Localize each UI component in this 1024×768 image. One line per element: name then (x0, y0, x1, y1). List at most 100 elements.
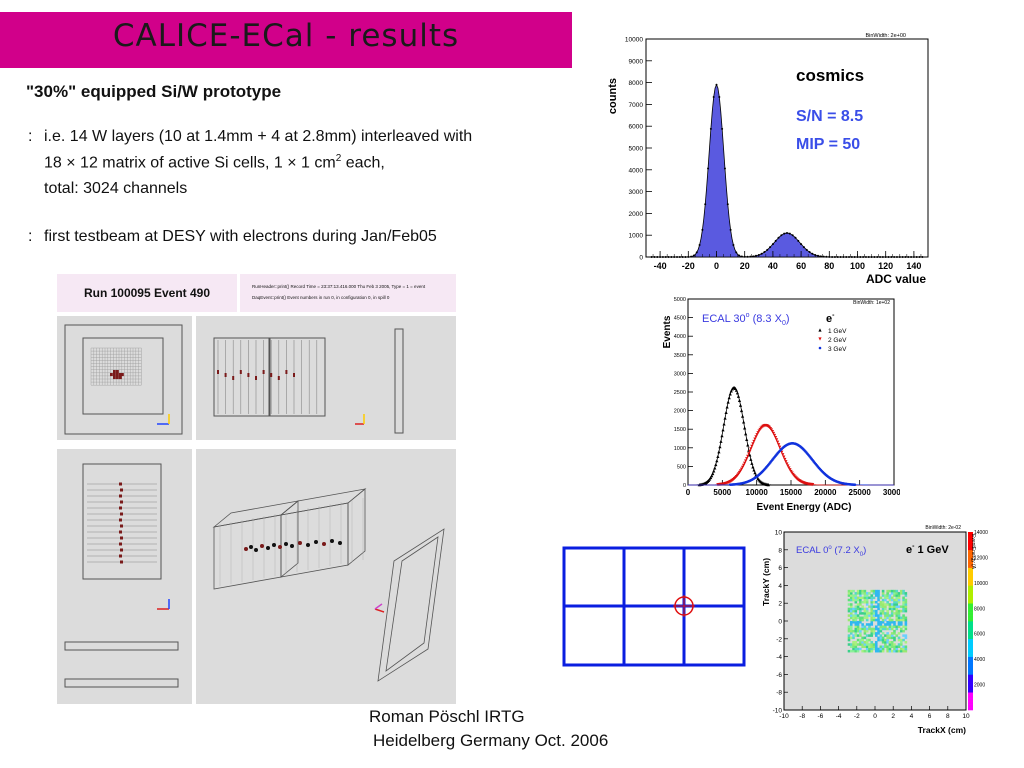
data-point (848, 255, 851, 258)
heatmap-cell (890, 625, 894, 628)
color-scale-tick: 4000 (974, 657, 985, 663)
heatmap-cell (854, 614, 858, 617)
heatmap-cell (856, 623, 860, 626)
heatmap-cell (859, 632, 862, 635)
heatmap-cell (849, 598, 853, 602)
heatmap-cell (849, 636, 853, 640)
data-point (800, 243, 803, 246)
heatmap-cell (849, 616, 853, 620)
histogram-area (646, 83, 928, 258)
heatmap-cell (881, 625, 885, 628)
hit-cell (293, 373, 295, 377)
heatmap-cell (849, 627, 853, 631)
legend-marker (818, 328, 822, 332)
heatmap-cell (900, 638, 903, 642)
heatmap-cell (890, 621, 894, 624)
heatmap-cell (895, 603, 899, 606)
heatmap-cell (877, 603, 880, 606)
3d-tail-catcher-inner (385, 536, 439, 672)
heatmap-cell (888, 636, 892, 640)
data-point (893, 256, 896, 258)
heatmap-cell (884, 616, 887, 620)
x-tick-label: 10000 (746, 488, 769, 497)
data-point (692, 254, 695, 257)
heatmap-cell (870, 609, 874, 613)
heatmap-cell (881, 627, 885, 631)
color-scale-band (968, 543, 973, 548)
data-point (788, 232, 791, 235)
heatmap-cell (865, 592, 869, 595)
data-point (780, 234, 783, 237)
heatmap-cell (870, 632, 874, 635)
heatmap-cell (886, 627, 889, 631)
data-point (732, 243, 735, 246)
heatmap-cell (904, 607, 908, 611)
heatmap-cell (884, 605, 887, 608)
x-tick-label: 0 (686, 488, 691, 497)
heatmap-cell (852, 641, 855, 644)
heatmap-cell (865, 618, 869, 622)
heatmap-cell (872, 614, 876, 617)
heatmap-cell (870, 629, 874, 633)
data-point (670, 256, 673, 258)
heatmap-cell (879, 625, 883, 628)
data-point (766, 248, 769, 251)
heatmap-cell (877, 632, 880, 635)
heatmap-cell (881, 618, 885, 622)
heatmap-cell (902, 609, 905, 613)
heatmap-cell (895, 625, 899, 628)
heatmap-cell (884, 638, 887, 642)
heatmap-cell (904, 645, 908, 648)
heatmap-cell (884, 643, 887, 646)
x-axis-label: ADC value (866, 272, 926, 286)
y-axis-label: TrackY (cm) (761, 558, 771, 606)
heatmap-cell (879, 638, 883, 642)
color-scale-band (968, 677, 973, 681)
heatmap-cell (868, 638, 871, 642)
heatmap-cell (877, 589, 880, 593)
heatmap-cell (888, 647, 892, 651)
heatmap-cell (900, 629, 903, 633)
heatmap-cell (854, 600, 858, 604)
heatmap-cell (881, 645, 885, 648)
data-point (769, 246, 772, 249)
heatmap-cell (904, 634, 908, 637)
heatmap-cell (875, 627, 878, 631)
heatmap-cell (875, 647, 878, 651)
heatmap-cell (870, 614, 874, 617)
heatmap-cell (872, 596, 876, 600)
data-point (783, 232, 786, 235)
color-scale-band (968, 615, 973, 619)
bullet-1-line-1: i.e. 14 W layers (10 at 1.4mm + 4 at 2.8… (44, 128, 473, 145)
heatmap-cell (897, 649, 901, 653)
heatmap-cell (859, 592, 862, 595)
heatmap-cell (904, 600, 908, 604)
heatmap-cell (856, 638, 860, 642)
heatmap-cell (897, 605, 901, 608)
hit-point (330, 539, 334, 543)
heatmap-cell (877, 621, 880, 624)
y-tick-label: -6 (776, 672, 782, 679)
heatmap-cell (849, 625, 853, 628)
heatmap-cell (879, 609, 883, 613)
heatmap-cell (890, 605, 894, 608)
color-scale-band (968, 632, 973, 637)
heatmap-cell (890, 649, 894, 653)
data-point (712, 96, 715, 99)
x-axis-label: TrackX (cm) (918, 725, 966, 735)
x-tick-label: -20 (682, 261, 695, 271)
heatmap-cell (893, 629, 896, 633)
hit-point (338, 541, 342, 545)
heatmap-cell (847, 618, 851, 622)
hit-point (290, 544, 294, 548)
hit-cell (232, 376, 235, 380)
heatmap-cell (893, 605, 896, 608)
heatmap-cell (890, 641, 894, 644)
color-scale-band (968, 683, 973, 687)
heatmap-cell (884, 627, 887, 631)
heatmap-cell (854, 627, 858, 631)
y-tick-label: 4 (778, 583, 782, 590)
heatmap-cell (890, 643, 894, 646)
heatmap-cell (849, 603, 853, 606)
heatmap-cell (879, 616, 883, 620)
